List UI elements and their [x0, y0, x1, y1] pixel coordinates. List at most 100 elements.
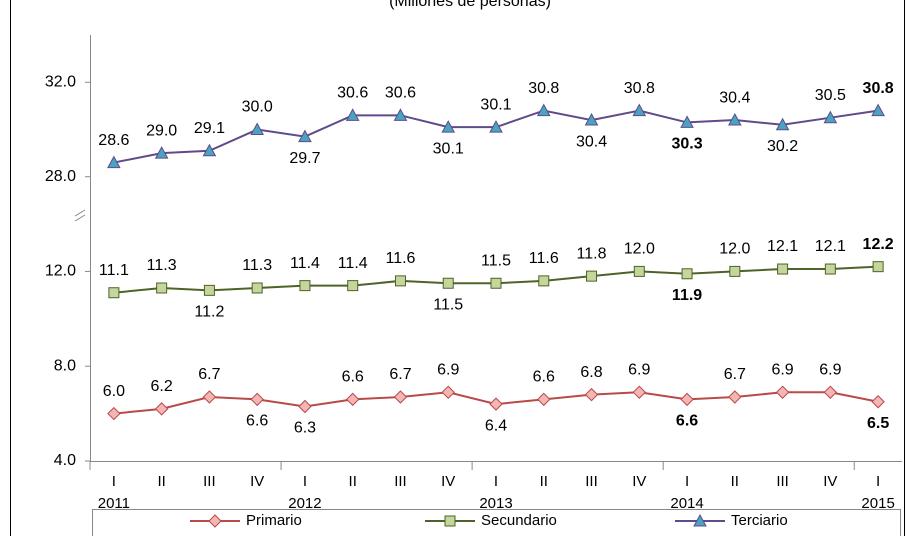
marker [681, 268, 693, 280]
data-label: 30.8 [528, 80, 559, 97]
data-label: 6.9 [819, 361, 841, 378]
data-label: 6.6 [246, 413, 268, 430]
data-label: 12.0 [624, 241, 655, 258]
data-label: 6.7 [724, 366, 746, 383]
x-tick-label: III [394, 473, 407, 490]
data-label: 11.2 [194, 304, 224, 321]
marker [729, 265, 741, 277]
legend-label: Primario [246, 512, 302, 529]
marker [154, 146, 169, 159]
data-label: 6.9 [628, 361, 650, 378]
marker [394, 275, 406, 287]
data-label: 12.2 [863, 236, 894, 253]
data-label: 6.9 [437, 361, 459, 378]
data-label: 11.6 [529, 250, 559, 267]
data-label: 30.8 [624, 80, 655, 97]
y-tick-label: 12.0 [45, 263, 76, 280]
marker [345, 108, 360, 121]
data-label: 11.4 [338, 255, 368, 272]
data-label: 28.6 [98, 132, 129, 149]
marker [298, 129, 312, 143]
data-label: 30.4 [719, 89, 750, 106]
x-tick-label: III [585, 473, 598, 490]
marker [202, 390, 217, 404]
marker [441, 385, 455, 399]
data-label: 30.0 [242, 99, 273, 116]
marker [775, 385, 790, 399]
y-tick-label: 4.0 [54, 452, 76, 469]
data-label: 6.6 [533, 369, 555, 386]
marker [777, 263, 789, 275]
marker [728, 390, 742, 404]
marker [154, 402, 169, 416]
marker [107, 155, 121, 169]
marker [393, 390, 408, 404]
data-label: 11.6 [385, 250, 415, 267]
legend [92, 509, 901, 536]
data-label: 6.4 [485, 417, 507, 434]
data-label: 6.5 [867, 415, 889, 432]
marker [299, 280, 311, 292]
data-label: 30.1 [433, 140, 464, 157]
x-tick-label: II [540, 473, 548, 490]
marker [586, 270, 598, 282]
year-label: 2011 [98, 495, 130, 512]
data-label: 6.2 [151, 378, 173, 395]
x-tick-label: II [157, 473, 165, 490]
marker [536, 103, 551, 117]
legend-marker [693, 513, 707, 527]
marker [442, 277, 454, 289]
marker [538, 275, 550, 287]
marker [727, 113, 742, 126]
year-label: 2012 [288, 495, 321, 512]
data-label: 12.1 [767, 238, 798, 255]
data-label: 30.2 [767, 138, 798, 155]
marker [823, 385, 838, 399]
data-label: 29.1 [194, 120, 225, 137]
x-tick-label: II [731, 473, 739, 490]
marker [584, 387, 599, 402]
data-label: 11.3 [147, 257, 177, 274]
marker [537, 392, 551, 407]
data-label: 11.9 [672, 287, 702, 304]
marker [584, 113, 599, 126]
marker [441, 120, 456, 133]
y-tick-label: 8.0 [54, 357, 76, 374]
x-tick-label: II [349, 473, 357, 490]
marker [298, 399, 312, 414]
marker [680, 115, 694, 128]
data-label: 30.5 [815, 87, 846, 104]
x-tick-label: I [494, 473, 498, 490]
x-tick-label: I [112, 473, 116, 490]
marker [872, 261, 884, 273]
x-tick-label: IV [250, 473, 264, 490]
marker [203, 284, 215, 296]
data-label: 30.1 [480, 96, 511, 113]
legend-label: Terciario [731, 512, 788, 529]
x-tick-label: III [203, 473, 216, 490]
marker [202, 143, 217, 157]
marker [107, 406, 121, 421]
data-label: 29.0 [146, 122, 177, 139]
data-label: 30.8 [863, 80, 894, 97]
data-label: 11.4 [290, 255, 320, 272]
marker [633, 265, 645, 277]
data-label: 30.6 [385, 85, 416, 102]
data-label: 12.1 [815, 238, 846, 255]
marker [489, 120, 503, 133]
marker [108, 287, 120, 299]
marker [156, 282, 168, 294]
x-tick-label: IV [441, 473, 455, 490]
legend-marker [444, 515, 456, 527]
marker [871, 103, 885, 117]
data-label: 6.3 [294, 420, 316, 437]
marker [632, 385, 647, 399]
data-label: 6.7 [389, 366, 411, 383]
data-label: 11.3 [242, 257, 272, 274]
marker [345, 392, 360, 407]
marker [250, 122, 265, 135]
data-label: 6.6 [676, 413, 698, 430]
data-label: 30.4 [576, 133, 607, 150]
